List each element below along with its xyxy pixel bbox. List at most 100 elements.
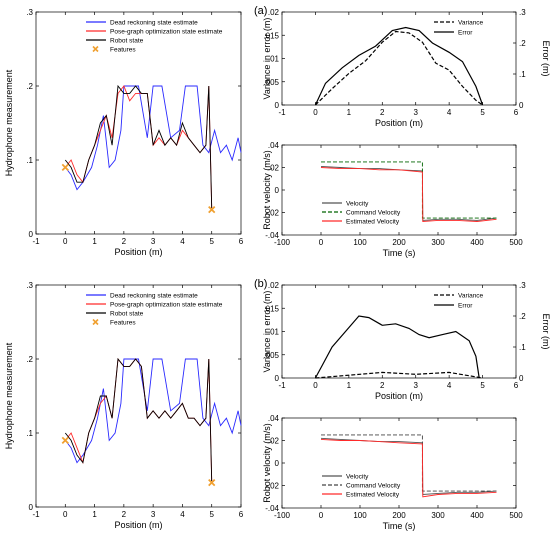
y-tick-label: .2 [26, 82, 33, 91]
y-tick-label: .02 [268, 8, 280, 17]
y-tick-label: .04 [268, 414, 280, 423]
x-tick-label: 6 [514, 108, 519, 117]
y-tick-label: .01 [268, 328, 280, 337]
y-tick-label: -.02 [265, 482, 279, 491]
legend-label-dead-reckoning-state-estimate: Dead reckoning state estimate [110, 293, 198, 300]
y-tick-label: .04 [268, 141, 280, 150]
x-tick-label: 5 [209, 237, 214, 246]
y-tick-label: 0 [275, 186, 280, 195]
x-tick-label: 100 [353, 238, 367, 247]
series-error [314, 26, 484, 106]
x-tick-label: 200 [392, 511, 406, 520]
y-tick-label: .1 [26, 429, 33, 438]
x-tick-label: 0 [319, 511, 324, 520]
y-tick-label: .2 [26, 355, 33, 364]
y-right-tick-label: 0 [519, 101, 524, 110]
legend-features-marker [92, 318, 99, 326]
y-tick-label: .1 [26, 156, 33, 165]
x-tick-label: 500 [509, 238, 523, 247]
series-estimated-velocity [320, 167, 497, 222]
legend: Velocity Command Velocity Estimated Veloci… [322, 201, 401, 226]
y-axis-label: Robot velocity (m/s) [262, 423, 272, 503]
y-tick-label: -.04 [265, 504, 279, 513]
x-tick-label: 2 [122, 237, 127, 246]
legend-label-dead-reckoning-state-estimate: Dead reckoning state estimate [110, 20, 198, 27]
series-dead-reckoning-state-estimate [64, 358, 242, 464]
y-axis-label: Hydrophone measurement [4, 342, 14, 449]
legend-label-error: Error [458, 303, 473, 310]
x-tick-label: -1 [32, 510, 40, 519]
x-tick-label: 6 [239, 510, 244, 519]
legend-label-features: Features [110, 320, 136, 327]
legend: Dead reckoning state estimate Pose-graph … [86, 293, 223, 327]
x-tick-label: 400 [470, 238, 484, 247]
y-tick-label: -.02 [265, 209, 279, 218]
x-tick-label: 3 [413, 381, 418, 390]
series-error [314, 315, 480, 379]
legend-label-command-velocity: Command Velocity [346, 483, 401, 490]
y-right-tick-label: 0 [519, 374, 524, 383]
y-right-axis-label: Error (m) [541, 41, 550, 77]
x-tick-label: 4 [180, 510, 185, 519]
x-tick-label: 5 [209, 510, 214, 519]
y-tick-label: .005 [263, 78, 279, 87]
x-tick-label: -1 [32, 237, 40, 246]
x-tick-label: 0 [313, 108, 318, 117]
legend: Velocity Command Velocity Estimated Veloci… [322, 474, 401, 499]
feature-marker [208, 205, 216, 214]
plot-frame [35, 11, 242, 235]
series-robot-state [64, 84, 213, 209]
x-tick-label: 5 [480, 108, 485, 117]
y-tick-label: .01 [268, 55, 280, 64]
legend-label-pose-graph-optimization-state-estimate: Pose-graph optimization state estimate [110, 302, 223, 309]
series-variance [314, 30, 483, 106]
x-tick-label: 0 [63, 237, 68, 246]
x-tick-label: 1 [92, 510, 97, 519]
x-tick-label: -100 [274, 238, 291, 247]
feature-marker [61, 163, 69, 172]
series-pose-graph-optimization-state-estimate [64, 85, 213, 209]
x-tick-label: 1 [347, 381, 352, 390]
x-tick-label: 5 [480, 381, 485, 390]
series-variance [315, 371, 483, 379]
y-tick-label: .3 [26, 8, 33, 17]
x-axis-label: Position (m) [375, 118, 423, 128]
x-tick-label: 200 [392, 238, 406, 247]
legend-label-pose-graph-optimization-state-estimate: Pose-graph optimization state estimate [110, 29, 223, 36]
x-tick-label: -1 [278, 381, 286, 390]
x-axis-label: Time (s) [383, 521, 416, 531]
legend-label-robot-state: Robot state [110, 38, 144, 45]
x-tick-label: 0 [63, 510, 68, 519]
legend-label-velocity: Velocity [346, 201, 369, 208]
x-tick-label: 1 [347, 108, 352, 117]
x-tick-label: 2 [380, 381, 385, 390]
legend-label-command-velocity: Command Velocity [346, 210, 401, 217]
legend-label-error: Error [458, 30, 473, 37]
x-tick-label: 1 [92, 237, 97, 246]
y-right-tick-label: .1 [519, 343, 526, 352]
x-tick-label: 300 [431, 511, 445, 520]
x-tick-label: 400 [470, 511, 484, 520]
legend-label-features: Features [110, 47, 136, 54]
y-tick-label: .015 [263, 304, 279, 313]
feature-marker [61, 436, 69, 445]
velocity-chart-a: -100 0 100 200 300 400 500 -.04 -.02 0 .02 .04 Time … [262, 141, 523, 258]
x-tick-label: 6 [514, 381, 519, 390]
legend: Dead reckoning state estimate Pose-graph … [86, 20, 223, 54]
series-robot-state [64, 357, 213, 482]
x-tick-label: -1 [278, 108, 286, 117]
plot-frame [35, 284, 242, 508]
legend: Variance Error [434, 293, 484, 310]
legend-label-velocity: Velocity [346, 474, 369, 481]
x-tick-label: 4 [447, 108, 452, 117]
velocity-chart-b: -100 0 100 200 300 400 500 -.04 -.02 0 .02 .04 Time … [262, 414, 523, 531]
series-estimated-velocity [320, 438, 497, 498]
legend-label-variance: Variance [458, 293, 484, 300]
x-tick-label: 100 [353, 511, 367, 520]
y-tick-label: .015 [263, 31, 279, 40]
panel-label-a: (a) [254, 5, 267, 17]
y-tick-label: .3 [26, 281, 33, 290]
y-tick-label: .02 [268, 437, 280, 446]
